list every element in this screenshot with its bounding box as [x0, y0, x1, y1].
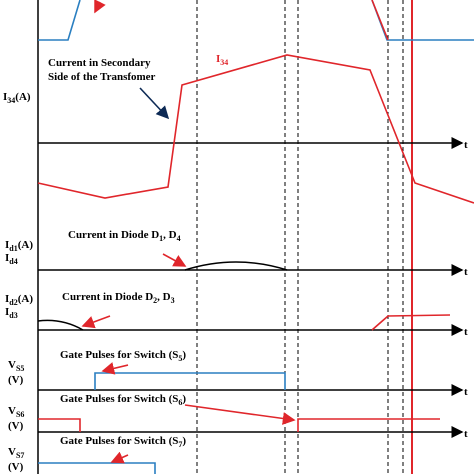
panel-label: VS6: [8, 405, 24, 419]
panel-label: Id3: [5, 306, 18, 320]
text-part: V: [8, 359, 16, 371]
text-part: Current in Diode D: [62, 291, 153, 303]
text-part: ): [182, 393, 186, 405]
text-part: I: [216, 53, 220, 65]
panel-label: Id2(A): [5, 293, 33, 307]
text-part: 3: [171, 296, 175, 305]
text-part: ): [182, 349, 186, 361]
panel-label: (V): [8, 374, 24, 386]
text-part: , D: [163, 229, 177, 241]
axis-t: t: [464, 386, 468, 398]
text-part: 5: [178, 354, 182, 363]
top-waveforms: [38, 0, 474, 41]
text-part: 7: [178, 440, 182, 449]
panel-label: VS7: [8, 446, 24, 460]
text-part: 6: [178, 398, 182, 407]
text-part: 4: [177, 234, 181, 243]
annotation: Gate Pulses for Switch (S6): [60, 393, 186, 407]
annotation: Current in Diode D1, D4: [68, 229, 181, 243]
axis-t: t: [464, 266, 468, 278]
annotation: Side of the Transfomer: [48, 71, 156, 83]
text-part: I: [5, 293, 9, 305]
annotation: Current in Secondary: [48, 57, 151, 69]
panel-label: Id4: [5, 252, 18, 266]
text-part: 1: [159, 234, 163, 243]
panel-label: VS5: [8, 359, 24, 373]
i34-panel: t I34(A) Current in Secondary Side of th…: [3, 53, 474, 204]
vs6-panel: t VS6 (V) Gate Pulses for Switch (S6): [8, 393, 468, 440]
id2-panel: t Id2(A) Id3 Current in Diode D2, D3: [5, 291, 468, 338]
vs7-panel: VS7 (V) Gate Pulses for Switch (S7): [8, 435, 186, 474]
text-part: Current in Diode D: [68, 229, 159, 241]
text-part: d2: [9, 298, 17, 307]
annotation: Current in Diode D2, D3: [62, 291, 175, 305]
text-part: (A): [18, 293, 34, 305]
text-part: Gate Pulses for Switch (S: [60, 435, 178, 447]
text-part: V: [8, 446, 16, 458]
panel-label: I34(A): [3, 91, 31, 105]
curve-label: I34: [216, 53, 228, 67]
text-part: 2: [153, 296, 157, 305]
text-part: d3: [9, 311, 17, 320]
text-part: I: [5, 239, 9, 251]
text-part: ): [182, 435, 186, 447]
panel-label: (V): [8, 461, 24, 473]
text-part: (A): [15, 91, 31, 103]
text-part: I: [5, 306, 9, 318]
text-part: S7: [16, 451, 24, 460]
annotation: Gate Pulses for Switch (S7): [60, 435, 186, 449]
text-part: S5: [16, 364, 24, 373]
vs5-panel: t VS5 (V) Gate Pulses for Switch (S5): [8, 349, 468, 398]
axis-t: t: [464, 428, 468, 440]
text-part: Gate Pulses for Switch (S: [60, 349, 178, 361]
text-part: S6: [16, 410, 24, 419]
text-part: (A): [18, 239, 34, 251]
text-part: Gate Pulses for Switch (S: [60, 393, 178, 405]
text-part: 34: [7, 96, 15, 105]
axis-t: t: [464, 139, 468, 151]
text-part: 34: [220, 58, 228, 67]
annotation: Gate Pulses for Switch (S5): [60, 349, 186, 363]
text-part: I: [3, 91, 7, 103]
panel-label: Id1(A): [5, 239, 33, 253]
text-part: I: [5, 252, 9, 264]
id1-panel: t Id1(A) Id4 Current in Diode D1, D4: [5, 229, 468, 278]
text-part: d1: [9, 244, 17, 253]
guides: [196, 0, 413, 474]
panel-label: (V): [8, 420, 24, 432]
text-part: V: [8, 405, 16, 417]
text-part: d4: [9, 257, 17, 266]
axis-t: t: [464, 326, 468, 338]
text-part: , D: [157, 291, 171, 303]
